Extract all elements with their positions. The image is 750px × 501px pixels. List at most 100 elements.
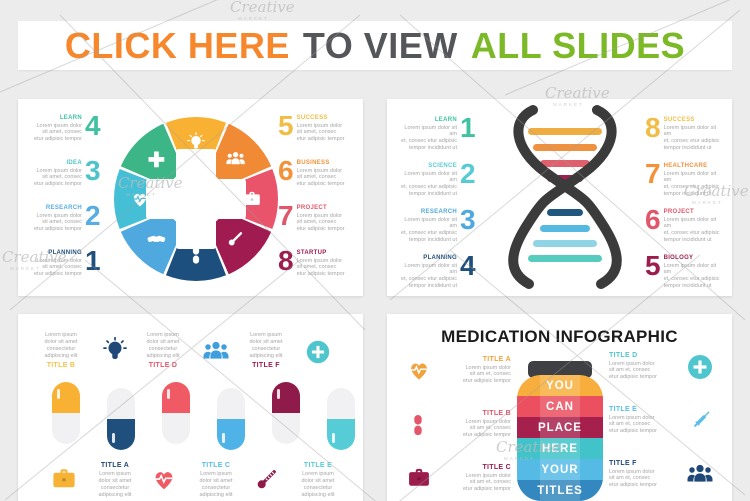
capsule: [272, 382, 300, 444]
capsule: [217, 388, 245, 450]
dna-bar: [540, 160, 590, 167]
capsule: [162, 382, 190, 444]
step-number: 6: [278, 155, 294, 186]
step-number: 6: [645, 204, 661, 235]
dna-bar: [528, 255, 602, 262]
step-label: IDEA: [66, 160, 82, 166]
svg-text:Creative: Creative: [230, 0, 295, 16]
step-item: IDEA Lorem ipsum dolor sit amet, consec …: [28, 155, 101, 188]
dna-bar: [528, 128, 602, 135]
heart-pulse-icon: [410, 362, 428, 381]
dna-bar: [547, 209, 583, 216]
title-label: TITLE F: [252, 361, 280, 369]
title-label: TITLE B: [46, 361, 76, 369]
title-label: TITLE D: [148, 361, 178, 369]
slide-title: MEDICATION INFOGRAPHIC: [441, 327, 678, 346]
jar-band: HERE: [517, 438, 603, 459]
pill-icon: [414, 415, 422, 436]
title-label: TITLE D: [609, 352, 638, 359]
jar-cap: [528, 361, 592, 378]
step-item: 6 PROJECT Lorem ipsum dolor sit am et, c…: [645, 204, 722, 244]
jar-label-row: TITLE A Lorem ipsum dolor sit am et, con…: [405, 356, 511, 385]
lorem-text: Lorem ipsum dolor sit am et, consec etur…: [401, 216, 457, 244]
title-block: Lorem ipsum dolor sit amet consectetur a…: [233, 332, 299, 369]
lorem-text: Lorem ipsum dolor sit amet, consec etur …: [34, 257, 82, 278]
lorem-text: Lorem ipsum dolor sit am et, consec etur…: [609, 468, 657, 489]
title-label: TITLE B: [482, 410, 511, 417]
step-number: 2: [460, 158, 476, 189]
dna-bar: [533, 240, 597, 247]
step-number: 2: [85, 200, 101, 231]
jar-label-row: TITLE B Lorem ipsum dolor sit am et, con…: [405, 410, 511, 439]
step-label: HEALTHCARE: [663, 163, 708, 169]
step-number: 5: [278, 110, 294, 141]
lorem-text: Lorem ipsum dolor sit amet, consec etur …: [34, 212, 82, 233]
title-label: TITLE A: [482, 356, 511, 363]
step-item: LEARN Lorem ipsum dolor sit amet, consec…: [28, 110, 101, 143]
thermometer-icon: [255, 467, 279, 491]
capsule: [327, 388, 355, 450]
step-item: PLANNING Lorem ipsum dolor sit am et, co…: [399, 252, 476, 290]
step-label: SCIENCE: [428, 163, 457, 169]
step-label: LEARN: [434, 117, 457, 123]
slide-circle-infographic[interactable]: LEARN Lorem ipsum dolor sit amet, consec…: [18, 99, 363, 296]
step-label: PLANNING: [48, 250, 82, 256]
title-block: TITLE A Lorem ipsum dolor sit amet conse…: [82, 462, 148, 499]
syringe-icon: [691, 409, 712, 430]
lorem-text: Lorem ipsum dolor sit amet, consec etur …: [34, 122, 82, 143]
step-item: LEARN Lorem ipsum dolor sit am et, conse…: [399, 112, 476, 152]
view-all-slides-banner[interactable]: CLICK HERE TO VIEW ALL SLIDES: [18, 21, 732, 70]
lorem-text: Lorem ipsum dolor sit amet, consec etur …: [296, 122, 345, 143]
slide-medication-infographic[interactable]: MEDICATION INFOGRAPHIC YOU CAN PLACE HER…: [387, 314, 732, 501]
pill-jar: YOU CAN PLACE HERE YOUR TITLES: [517, 375, 603, 501]
title-label: TITLE C: [201, 462, 231, 469]
step-number: 1: [460, 112, 476, 143]
step-number: 3: [85, 155, 101, 186]
lightbulb-icon: [103, 336, 127, 360]
step-number: 8: [645, 112, 661, 143]
lorem-text: Lorem ipsum dolor sit am et, consec etur…: [401, 170, 457, 198]
jar-label-row: TITLE E Lorem ipsum dolor sit am et, con…: [609, 406, 715, 435]
step-label: LEARN: [59, 115, 82, 121]
slide-dna-infographic[interactable]: LEARN Lorem ipsum dolor sit am et, conse…: [387, 99, 732, 296]
lorem-text: Lorem ipsum dolor sit am et, consec etur…: [663, 170, 720, 198]
jar-band: CAN: [517, 396, 603, 417]
lorem-text: Lorem ipsum dolor sit amet, consec etur …: [296, 167, 345, 188]
title-label: TITLE F: [609, 460, 637, 467]
step-item: RESEARCH Lorem ipsum dolor sit am et, co…: [399, 206, 476, 244]
step-label: STARTUP: [296, 250, 327, 256]
lorem-text: Lorem ipsum dolor sit am et, consec etur…: [663, 124, 720, 152]
lorem-text: Lorem ipsum dolor sit am et, consec etur…: [401, 124, 457, 152]
dna-bar: [533, 144, 597, 151]
title-label: TITLE A: [100, 462, 130, 469]
step-number: 7: [278, 200, 294, 231]
dna-strand: [513, 105, 622, 289]
title-label: TITLE E: [609, 406, 638, 413]
title-label: TITLE E: [303, 462, 333, 469]
step-number: 8: [278, 245, 294, 276]
step-number: 4: [85, 110, 101, 141]
slide-pills-infographic[interactable]: Lorem ipsum dolor sit amet consectetur a…: [18, 314, 363, 501]
lorem-text: Lorem ipsum dolor sit am et, consec etur…: [463, 472, 511, 493]
lorem-text: Lorem ipsum dolor sit am et, consec etur…: [609, 360, 657, 381]
step-number: 7: [645, 158, 661, 189]
circle-diagram: [113, 116, 279, 282]
step-number: 1: [85, 245, 101, 276]
step-item: RESEARCH Lorem ipsum dolor sit amet, con…: [28, 200, 101, 233]
step-item: 5 BIOLOGY Lorem ipsum dolor sit am et, c…: [645, 252, 722, 290]
lorem-text: Lorem ipsum dolor sit am et, consec etur…: [401, 262, 457, 290]
step-item: 5 SUCCESS Lorem ipsum dolor sit amet, co…: [278, 110, 351, 143]
click-here-text: CLICK HERE: [64, 24, 290, 66]
center-cross: [146, 179, 246, 219]
step-label: SUCCESS: [663, 117, 695, 123]
step-item: PLANNING Lorem ipsum dolor sit amet, con…: [28, 245, 101, 278]
step-item: 6 BUSINESS Lorem ipsum dolor sit amet, c…: [278, 155, 351, 188]
lorem-text: Lorem ipsum dolor sit amet consectetur a…: [199, 471, 233, 498]
step-item: 8 SUCCESS Lorem ipsum dolor sit am et, c…: [645, 112, 722, 152]
lorem-text: Lorem ipsum dolor sit amet consectetur a…: [98, 471, 132, 498]
step-label: SUCCESS: [296, 115, 328, 121]
to-view-text: TO VIEW: [302, 24, 458, 66]
lorem-text: Lorem ipsum dolor sit am et, consec etur…: [609, 414, 657, 435]
jar-label-row: TITLE D Lorem ipsum dolor sit am et, con…: [609, 352, 715, 382]
